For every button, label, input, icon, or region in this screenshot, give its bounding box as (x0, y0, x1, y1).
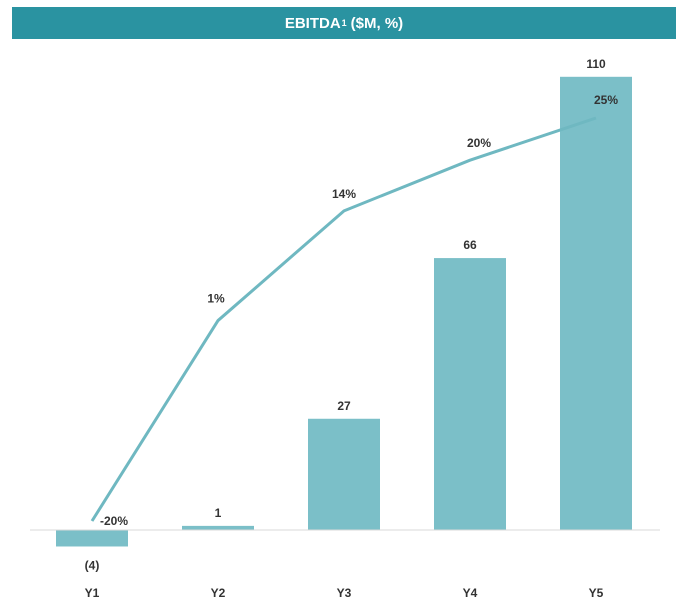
bar-value-y3: 27 (337, 399, 351, 413)
x-tick-y4: Y4 (463, 586, 478, 600)
margin-label-y2: 1% (207, 292, 225, 306)
margin-label-y3: 14% (332, 187, 356, 201)
x-tick-y2: Y2 (211, 586, 226, 600)
x-tick-y3: Y3 (337, 586, 352, 600)
bar-y2 (182, 525, 254, 530)
bar-value-y2: 1 (215, 506, 222, 520)
margin-label-y1: -20% (100, 514, 128, 528)
label-group: (4) 1 27 66 110 -20% 1% 14% 20% 25% Y1 Y2 Y3 Y4 Y5 (85, 57, 619, 600)
chart-title: EBITDA 1 ($M, %) (12, 7, 676, 39)
margin-label-y4: 20% (467, 136, 491, 150)
bar-value-y1: (4) (85, 558, 100, 572)
chart-title-units: ($M, %) (350, 14, 404, 32)
margin-line (90, 116, 597, 522)
chart-title-footnote: 1 (341, 18, 347, 28)
bar-y5 (560, 76, 632, 531)
bar-group (56, 76, 632, 547)
bar-value-y5: 110 (586, 57, 606, 71)
chart-title-main: EBITDA (284, 14, 341, 32)
bar-y1 (56, 530, 128, 547)
bar-y3 (308, 418, 380, 530)
x-tick-y5: Y5 (589, 586, 604, 600)
bar-y4 (434, 258, 506, 530)
x-tick-y1: Y1 (85, 586, 100, 600)
bar-value-y4: 66 (463, 238, 477, 252)
margin-label-y5: 25% (594, 93, 618, 107)
